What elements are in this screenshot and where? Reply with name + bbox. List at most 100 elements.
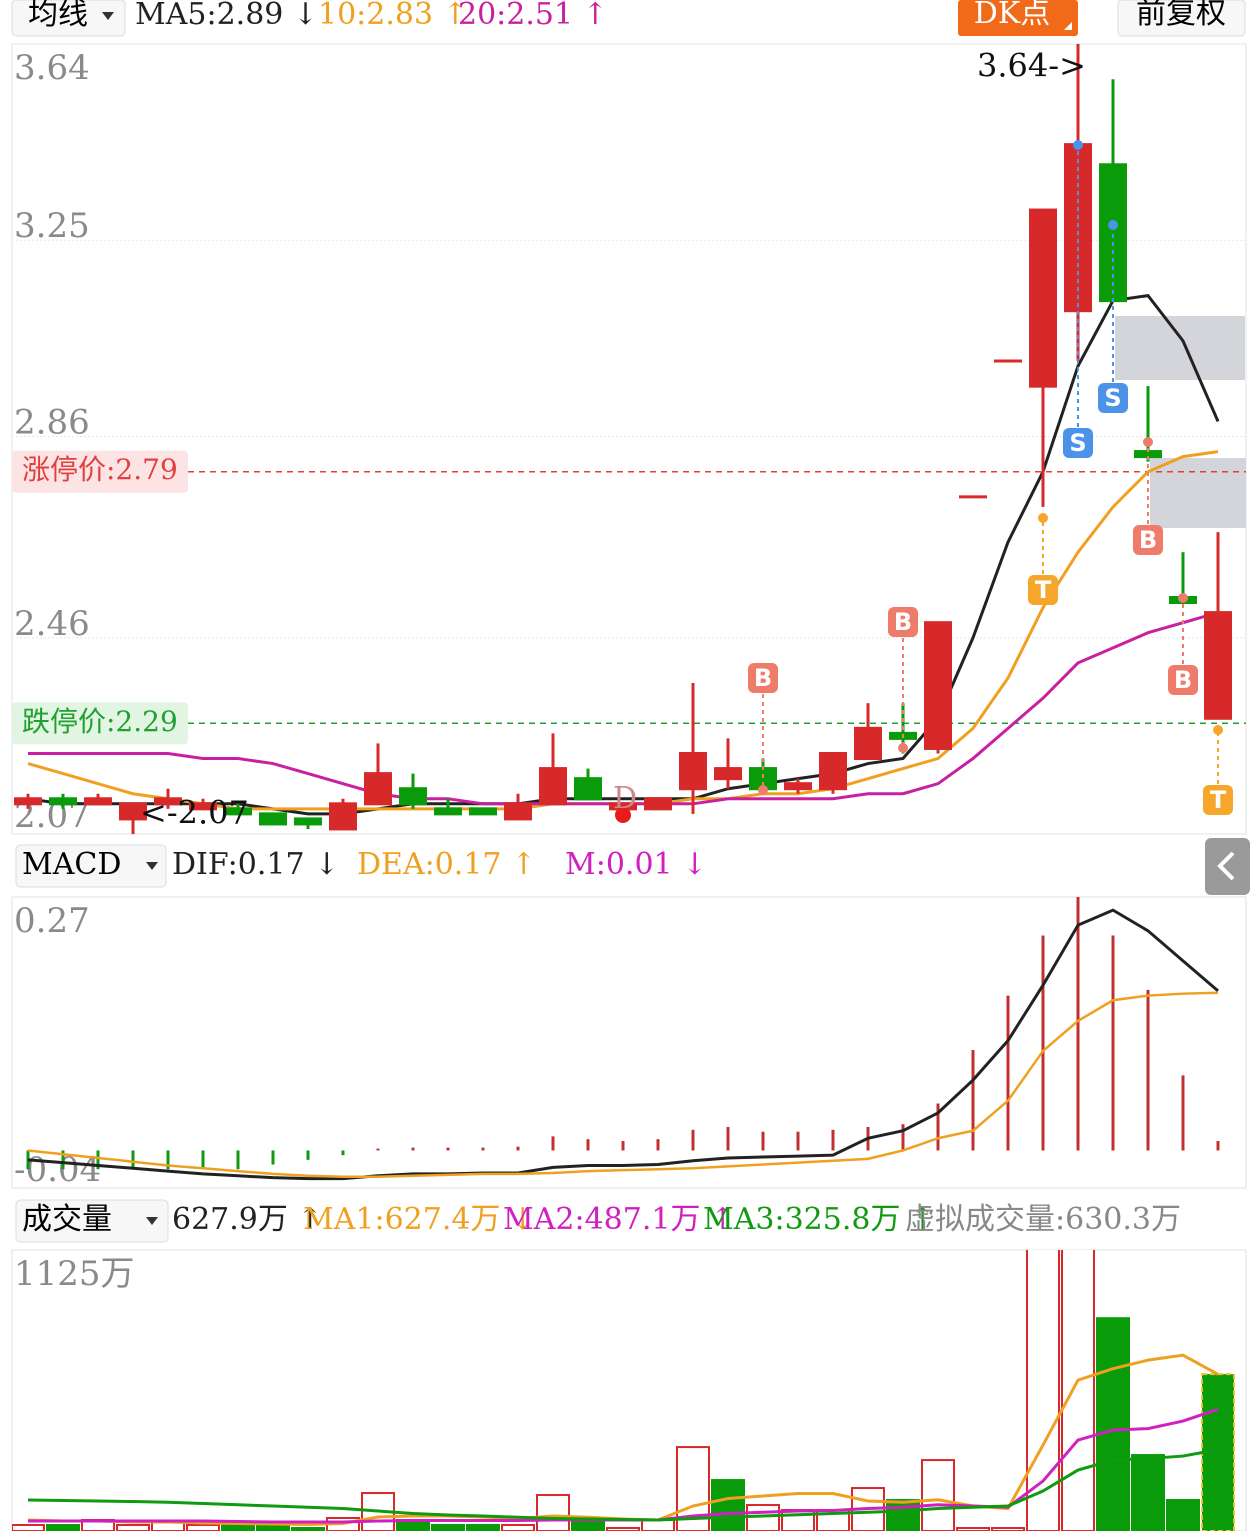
- signal-box: [1098, 383, 1128, 413]
- candle-body: [854, 726, 882, 761]
- volume-bar: [536, 1494, 570, 1531]
- candle-body: [504, 802, 532, 821]
- signal-label: S: [1104, 384, 1121, 412]
- dk-label: DK点: [974, 0, 1050, 31]
- signal-box: [1063, 428, 1093, 458]
- candle-body: [994, 359, 1022, 363]
- collapse-icon: [1217, 851, 1235, 881]
- dk-button[interactable]: [958, 0, 1078, 36]
- volume-bar: [1096, 1317, 1130, 1531]
- volume-select[interactable]: [15, 1199, 169, 1243]
- indicator-line: [27, 991, 1219, 1178]
- volume-legend: 627.9万 ↑: [172, 1202, 323, 1237]
- signal-dot: [1143, 437, 1153, 447]
- candle-body: [714, 767, 742, 781]
- low-annotation: <-2.07: [140, 794, 249, 832]
- ma5-legend: MA5:2.89 ↓: [135, 0, 318, 32]
- signal-label: S: [1069, 429, 1086, 457]
- candle-body: [469, 807, 497, 816]
- candle-body: [609, 802, 637, 811]
- candle-body: [189, 802, 217, 811]
- ma1-legend: MA1:627.4万 ↓: [303, 1202, 535, 1237]
- signal-box: [1203, 785, 1233, 815]
- candle-body: [434, 807, 462, 816]
- candle-body: [294, 817, 322, 826]
- high-annotation: 3.64->: [977, 47, 1086, 85]
- limit-label: 跌停价:2.29: [22, 705, 178, 738]
- main-panel: [11, 43, 1247, 835]
- volume-bar: [606, 1527, 640, 1531]
- adjust-label: 前复权: [1136, 0, 1226, 31]
- dea-legend: DEA:0.17 ↑: [357, 847, 536, 882]
- dropdown-arrow: [146, 862, 158, 870]
- volume-bar: [46, 1524, 80, 1531]
- volume-bar: [291, 1527, 325, 1531]
- signal-dot: [1108, 220, 1118, 230]
- volume-bar: [921, 1459, 955, 1531]
- signal-label: B: [754, 664, 772, 692]
- indicator-line: [28, 611, 1219, 806]
- signal-box: [1028, 575, 1058, 605]
- volume-bar: [886, 1499, 920, 1531]
- y-tick-label: 1125万: [14, 1254, 135, 1294]
- candle-body: [329, 802, 357, 831]
- dropdown-arrow: [146, 1217, 158, 1225]
- macd-name: MACD: [22, 847, 121, 882]
- volume-bar: [991, 1527, 1025, 1531]
- candle-body: [679, 751, 707, 791]
- volume-bar: [956, 1527, 990, 1531]
- macd-select[interactable]: [15, 844, 167, 888]
- y-tick-label: 3.25: [14, 206, 90, 246]
- limit-label-box: [12, 450, 188, 493]
- volume-panel: [11, 1249, 1247, 1531]
- candle-body: [784, 782, 812, 791]
- signal-label: B: [894, 608, 912, 636]
- volume-bar: [221, 1524, 255, 1531]
- candle-body: [1064, 143, 1092, 313]
- adjust-button[interactable]: [1117, 0, 1246, 37]
- limit-label: 涨停价:2.79: [22, 453, 178, 486]
- ma3-legend: MA3:325.8万 ↑: [703, 1202, 935, 1237]
- signal-dot: [1073, 140, 1083, 150]
- volume-bar: [256, 1524, 290, 1531]
- signal-dot: [898, 743, 908, 753]
- limit-label-box: [12, 702, 188, 745]
- volume-bar: [1061, 1250, 1095, 1531]
- candle-body: [539, 767, 567, 806]
- candle-body: [399, 787, 427, 806]
- candle-body: [644, 797, 672, 811]
- signal-box: [1133, 525, 1163, 555]
- candle-body: [1204, 611, 1232, 720]
- signal-dot: [758, 785, 768, 795]
- collapse-button[interactable]: [1205, 838, 1250, 895]
- volume-bar: [186, 1524, 220, 1531]
- signal-dot: [1213, 725, 1223, 735]
- indicator-select[interactable]: [11, 0, 126, 37]
- volume-bar: [746, 1504, 780, 1531]
- volume-bar: [431, 1524, 465, 1531]
- candle-body: [224, 807, 252, 816]
- ma10-legend: 10:2.83 ↑: [318, 0, 468, 32]
- signal-label: B: [1139, 526, 1157, 554]
- volume-bar: [501, 1524, 535, 1531]
- candle-body: [119, 802, 147, 821]
- volume-bar: [466, 1524, 500, 1531]
- indicator-line: [27, 450, 1219, 811]
- candle-body: [1029, 208, 1057, 388]
- virtual-volume-legend: 虚拟成交量:630.3万: [905, 1202, 1181, 1237]
- y-tick-label: 2.86: [14, 402, 90, 442]
- candle-body: [749, 767, 777, 791]
- indicator-name: 均线: [28, 0, 88, 32]
- signal-dot: [1178, 593, 1188, 603]
- signal-label: B: [1174, 666, 1192, 694]
- indicator-line: [27, 293, 1220, 816]
- candle-body: [154, 797, 182, 806]
- candle-body: [1099, 163, 1127, 303]
- candle-body: [84, 797, 112, 806]
- volume-bar: [711, 1479, 745, 1531]
- candle-body: [574, 777, 602, 801]
- indicator-line: [27, 1448, 1219, 1522]
- volume-name: 成交量: [22, 1202, 112, 1237]
- candle-body: [924, 621, 952, 750]
- y-tick-label: 3.64: [14, 48, 90, 88]
